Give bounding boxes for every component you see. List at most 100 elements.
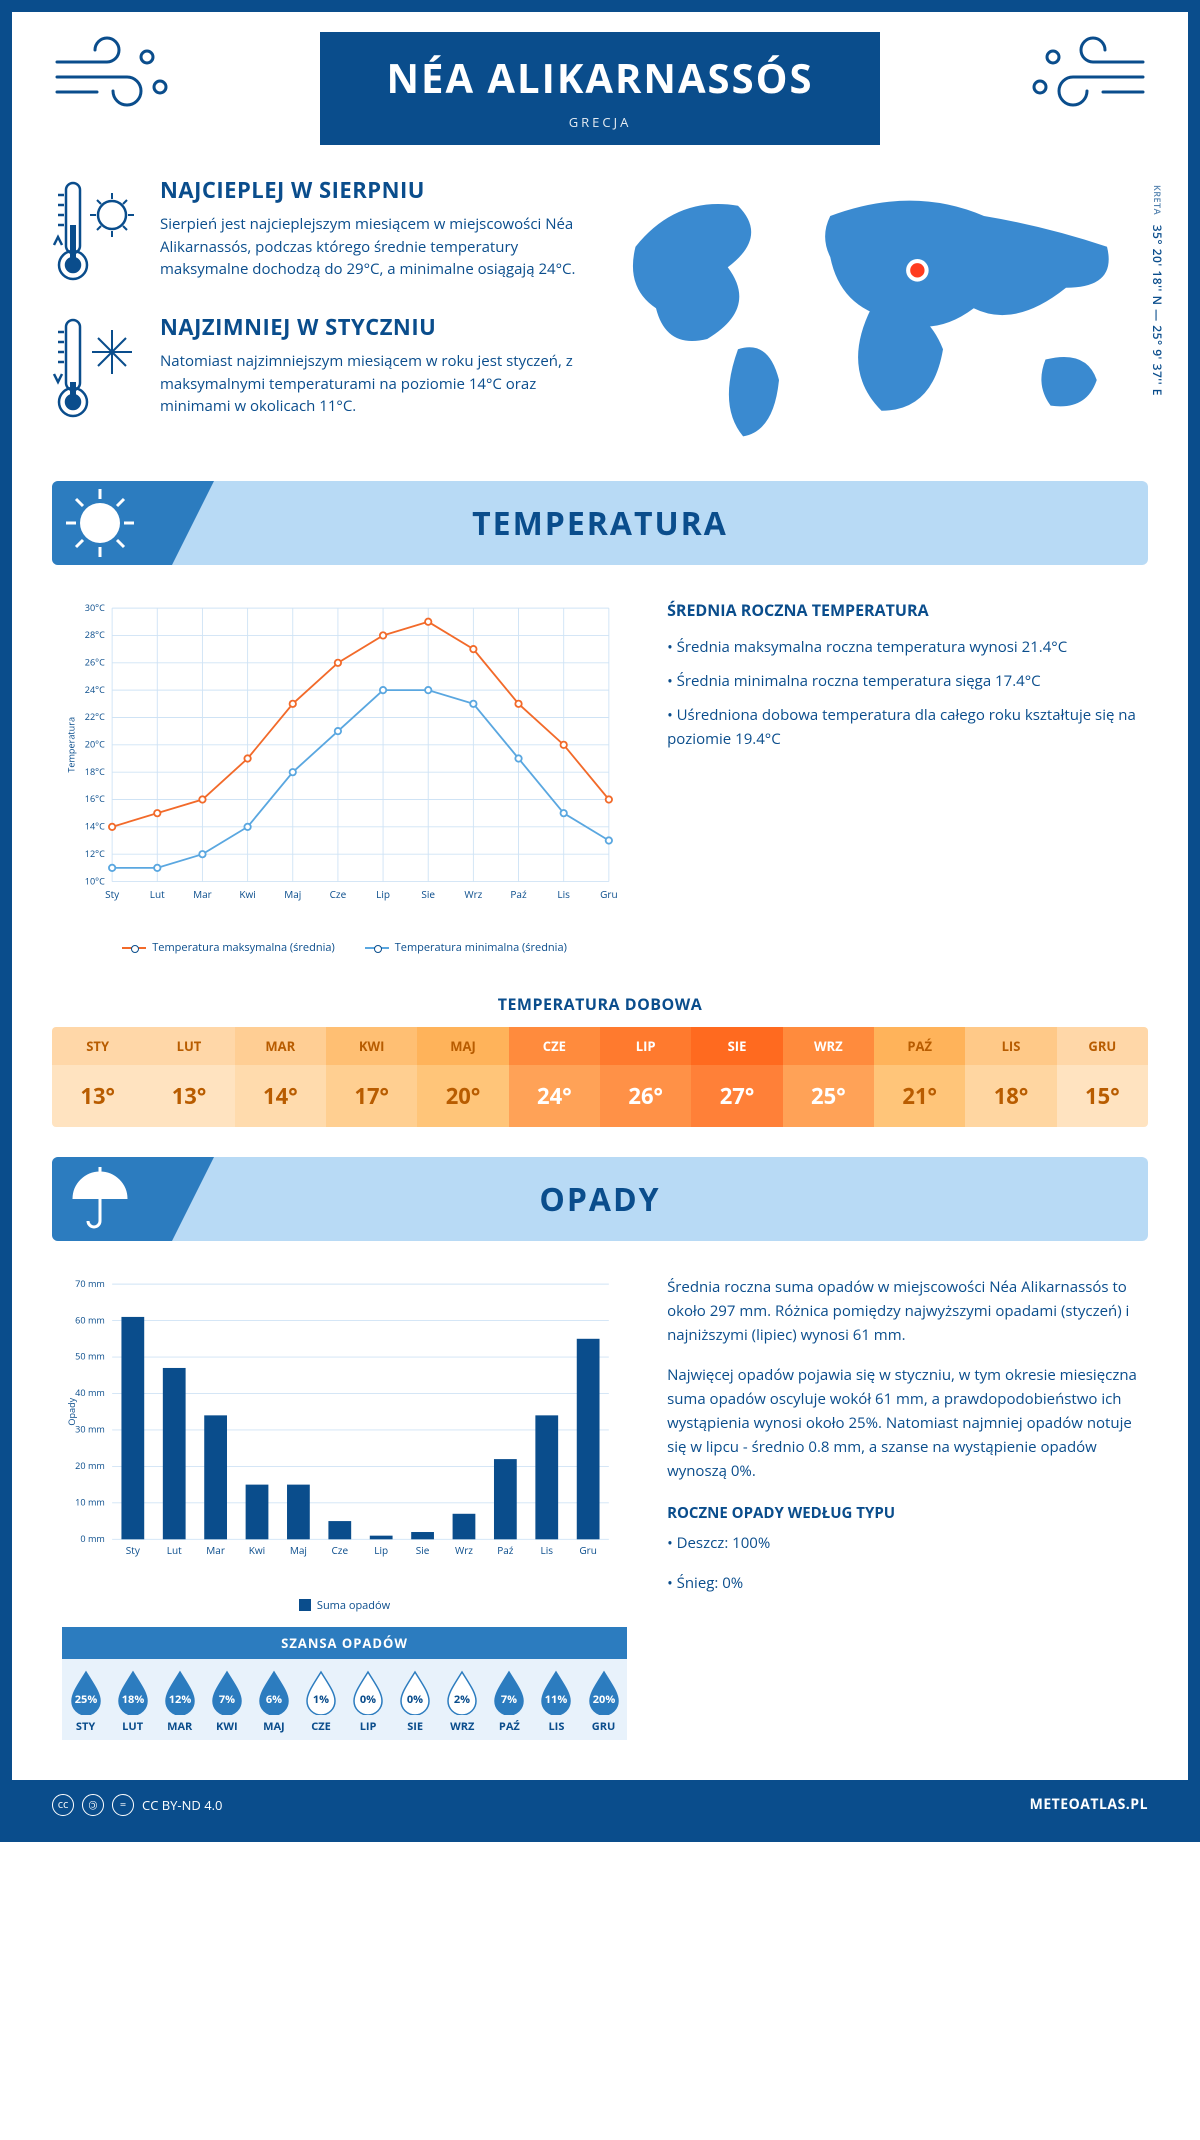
chance-drop: 25% STY [62, 1669, 109, 1734]
svg-text:24°C: 24°C [85, 683, 105, 696]
svg-text:11%: 11% [545, 1692, 568, 1707]
svg-text:Lis: Lis [557, 887, 570, 901]
page-subtitle: GRECJA [370, 113, 830, 131]
chance-drop: 0% SIE [392, 1669, 439, 1734]
svg-text:Lip: Lip [376, 887, 390, 901]
table-header: STY [52, 1027, 143, 1065]
svg-text:1%: 1% [313, 1692, 329, 1707]
svg-text:Sie: Sie [416, 1543, 430, 1557]
svg-text:26°C: 26°C [85, 656, 105, 669]
sun-icon [64, 487, 136, 564]
title-plate: NÉA ALIKARNASSÓS GRECJA [320, 32, 880, 145]
chance-month: SIE [407, 1719, 423, 1734]
chance-month: STY [76, 1719, 95, 1734]
chance-drop: 7% PAŹ [486, 1669, 533, 1734]
section-title-precipitation: OPADY [539, 1178, 660, 1221]
svg-text:16°C: 16°C [85, 792, 105, 805]
table-cell: 13° [143, 1065, 234, 1127]
chance-month: WRZ [450, 1719, 474, 1734]
svg-text:Mar: Mar [193, 887, 212, 901]
svg-text:Temperatura: Temperatura [65, 717, 78, 773]
table-header: LIS [965, 1027, 1056, 1065]
chance-drop: 12% MAR [156, 1669, 203, 1734]
svg-text:Sty: Sty [105, 887, 120, 901]
svg-text:Gru: Gru [579, 1543, 597, 1557]
svg-text:7%: 7% [219, 1692, 235, 1707]
svg-text:Kwi: Kwi [239, 887, 255, 901]
table-cell: 25° [783, 1065, 874, 1127]
license: cc🄯= CC BY-ND 4.0 [52, 1794, 222, 1816]
svg-text:40 mm: 40 mm [75, 1386, 105, 1399]
svg-text:22°C: 22°C [85, 710, 105, 723]
svg-text:28°C: 28°C [85, 628, 105, 641]
precipitation-chance-table: SZANSA OPADÓW 25% STY 18% LUT 12% MAR 7%… [62, 1627, 627, 1740]
chance-drop: 1% CZE [297, 1669, 344, 1734]
svg-text:20°C: 20°C [85, 738, 105, 751]
chance-month: MAJ [263, 1719, 285, 1734]
chance-drop: 11% LIS [533, 1669, 580, 1734]
svg-text:0%: 0% [360, 1692, 376, 1707]
table-header: LIP [600, 1027, 691, 1065]
chance-month: GRU [592, 1719, 616, 1734]
fact-title: NAJZIMNIEJ W STYCZNIU [160, 312, 585, 342]
chance-drop: 6% MAJ [250, 1669, 297, 1734]
table-cell: 18° [965, 1065, 1056, 1127]
svg-text:Lip: Lip [374, 1543, 388, 1557]
table-cell: 17° [326, 1065, 417, 1127]
wind-icon-right [1018, 32, 1148, 127]
footer: cc🄯= CC BY-ND 4.0 METEOATLAS.PL [12, 1780, 1188, 1830]
precip-type: • Deszcz: 100% [667, 1531, 1138, 1555]
chance-drop: 20% GRU [580, 1669, 627, 1734]
svg-text:70 mm: 70 mm [75, 1277, 105, 1290]
table-cell: 27° [691, 1065, 782, 1127]
svg-text:20%: 20% [592, 1692, 615, 1707]
thermometer-icon [52, 312, 142, 427]
chance-month: LUT [122, 1719, 143, 1734]
table-header: WRZ [783, 1027, 874, 1065]
svg-text:7%: 7% [501, 1692, 517, 1707]
section-title-temperature: TEMPERATURA [472, 502, 728, 545]
svg-text:20 mm: 20 mm [75, 1459, 105, 1472]
table-cell: 15° [1057, 1065, 1148, 1127]
table-cell: 24° [509, 1065, 600, 1127]
precip-type: • Śnieg: 0% [667, 1571, 1138, 1595]
svg-text:Opady: Opady [65, 1397, 78, 1425]
svg-text:Cze: Cze [330, 887, 347, 901]
chance-month: CZE [311, 1719, 331, 1734]
legend-label: Temperatura minimalna (średnia) [395, 940, 567, 955]
svg-text:Sty: Sty [126, 1543, 141, 1557]
chance-month: PAŹ [499, 1719, 520, 1734]
climate-fact: NAJZIMNIEJ W STYCZNIUNatomiast najzimnie… [52, 312, 585, 427]
svg-text:0 mm: 0 mm [80, 1532, 104, 1545]
section-banner-temperature: TEMPERATURA [52, 481, 1148, 565]
table-header: KWI [326, 1027, 417, 1065]
table-header: MAR [235, 1027, 326, 1065]
chance-month: KWI [216, 1719, 238, 1734]
svg-text:0%: 0% [407, 1692, 423, 1707]
table-header: LUT [143, 1027, 234, 1065]
temperature-line-chart: 10°C12°C14°C16°C18°C20°C22°C24°C26°C28°C… [62, 599, 627, 955]
stat-bullet: • Uśredniona dobowa temperatura dla całe… [667, 703, 1138, 751]
daily-temp-table: STYLUTMARKWIMAJCZELIPSIEWRZPAŹLISGRU13°1… [52, 1027, 1148, 1127]
svg-text:Lut: Lut [167, 1543, 182, 1557]
table-header: MAJ [417, 1027, 508, 1065]
svg-text:60 mm: 60 mm [75, 1313, 105, 1326]
svg-text:Lis: Lis [540, 1543, 553, 1557]
chance-drop: 18% LUT [109, 1669, 156, 1734]
svg-text:10°C: 10°C [85, 874, 105, 887]
svg-text:Gru: Gru [600, 887, 618, 901]
svg-text:18°C: 18°C [85, 765, 105, 778]
precip-paragraph: Najwięcej opadów pojawia się w styczniu,… [667, 1363, 1138, 1483]
table-header: PAŹ [874, 1027, 965, 1065]
daily-temp-title: TEMPERATURA DOBOWA [52, 993, 1148, 1015]
stat-bullet: • Średnia minimalna roczna temperatura s… [667, 669, 1138, 693]
svg-text:14°C: 14°C [85, 820, 105, 833]
svg-text:Paź: Paź [510, 887, 527, 901]
chance-drop: 7% KWI [203, 1669, 250, 1734]
svg-text:2%: 2% [454, 1692, 470, 1707]
fact-title: NAJCIEPLEJ W SIERPNIU [160, 175, 585, 205]
chance-title: SZANSA OPADÓW [62, 1627, 627, 1659]
table-header: CZE [509, 1027, 600, 1065]
svg-text:18%: 18% [121, 1692, 144, 1707]
stats-title: ŚREDNIA ROCZNA TEMPERATURA [667, 599, 1138, 621]
